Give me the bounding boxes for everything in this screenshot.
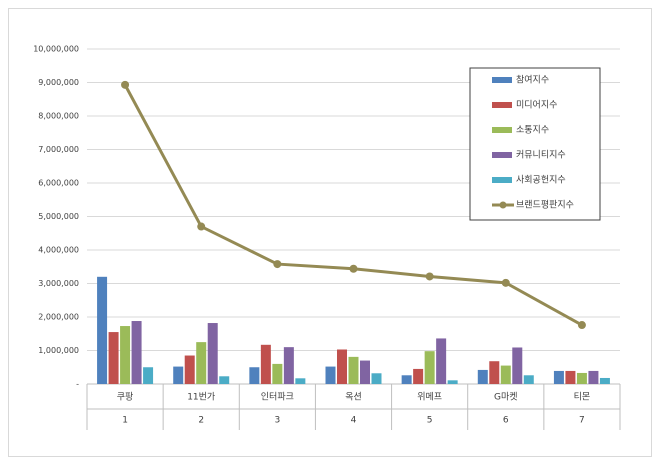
legend-swatch — [492, 127, 512, 133]
x-sublabel: 4 — [351, 416, 357, 426]
legend-swatch — [492, 177, 512, 183]
bar — [143, 367, 154, 384]
y-tick-label: 4,000,000 — [38, 246, 79, 255]
bar — [131, 321, 142, 384]
line-marker — [425, 272, 434, 281]
legend-label: 브랜드평판지수 — [516, 200, 574, 211]
legend-label: 사회공헌지수 — [516, 175, 566, 186]
line-marker — [501, 278, 510, 287]
y-tick-label: - — [76, 380, 79, 389]
y-tick-label: 8,000,000 — [38, 112, 79, 121]
bar — [260, 344, 271, 384]
line-marker — [121, 80, 130, 89]
bar — [249, 367, 260, 384]
bar — [173, 366, 184, 384]
x-sublabel: 7 — [579, 416, 585, 426]
bar — [120, 326, 131, 384]
legend-label: 참여지수 — [516, 74, 549, 86]
bar — [360, 360, 370, 384]
x-tick-label: 티몬 — [574, 392, 591, 403]
bar — [196, 342, 207, 384]
bar — [272, 363, 283, 384]
bar — [588, 370, 599, 384]
legend-swatch — [492, 152, 512, 158]
bar — [401, 375, 412, 384]
legend-box — [469, 67, 601, 221]
bar — [553, 370, 564, 384]
bar — [184, 355, 195, 384]
bar — [371, 373, 382, 384]
y-tick-label: 1,000,000 — [38, 346, 79, 355]
bar — [447, 380, 458, 384]
bar — [283, 347, 294, 384]
x-tick-label: 옥션 — [345, 392, 362, 403]
legend-label: 소통지수 — [516, 125, 549, 136]
bar — [477, 369, 488, 384]
y-tick-label: 3,000,000 — [38, 279, 79, 288]
y-tick-label: 6,000,000 — [38, 179, 79, 188]
x-sublabel: 3 — [274, 416, 280, 426]
legend-marker — [499, 201, 507, 209]
line-marker — [349, 264, 358, 273]
line-marker — [197, 222, 206, 231]
bar — [424, 351, 435, 384]
bar — [599, 377, 610, 384]
legend-label: 미디어지수 — [516, 100, 557, 111]
bar — [500, 365, 511, 384]
line-marker — [577, 321, 586, 330]
bar — [325, 366, 336, 384]
bar — [219, 376, 230, 384]
x-tick-label: 인터파크 — [261, 392, 294, 403]
bar — [489, 361, 500, 384]
bar — [523, 375, 534, 384]
x-sublabel: 1 — [122, 416, 128, 426]
bar — [348, 356, 359, 384]
line-marker — [273, 260, 282, 269]
x-tick-label: 쿠팡 — [117, 392, 134, 403]
bar — [512, 347, 523, 384]
y-tick-label: 7,000,000 — [38, 145, 79, 154]
x-tick-label: G마켓 — [494, 392, 518, 403]
x-sublabel: 5 — [427, 416, 433, 426]
y-tick-label: 5,000,000 — [38, 212, 79, 221]
x-tick-label: 위메프 — [417, 392, 442, 403]
y-tick-label: 9,000,000 — [38, 78, 79, 87]
legend-swatch — [492, 102, 512, 108]
bar — [207, 323, 218, 384]
bar — [413, 368, 424, 384]
legend-swatch — [492, 77, 512, 83]
y-tick-label: 10,000,000 — [33, 45, 79, 54]
bar — [108, 332, 119, 384]
x-sublabel: 2 — [198, 416, 204, 426]
bar — [295, 378, 306, 384]
x-sublabel: 6 — [503, 416, 509, 426]
legend-label: 커뮤니티지수 — [516, 150, 566, 161]
bar — [436, 338, 447, 384]
bar — [97, 276, 108, 384]
y-tick-label: 2,000,000 — [38, 313, 79, 322]
bar — [565, 370, 576, 384]
bar — [576, 372, 587, 384]
x-tick-label: 11번가 — [187, 392, 215, 403]
bar — [337, 349, 347, 384]
